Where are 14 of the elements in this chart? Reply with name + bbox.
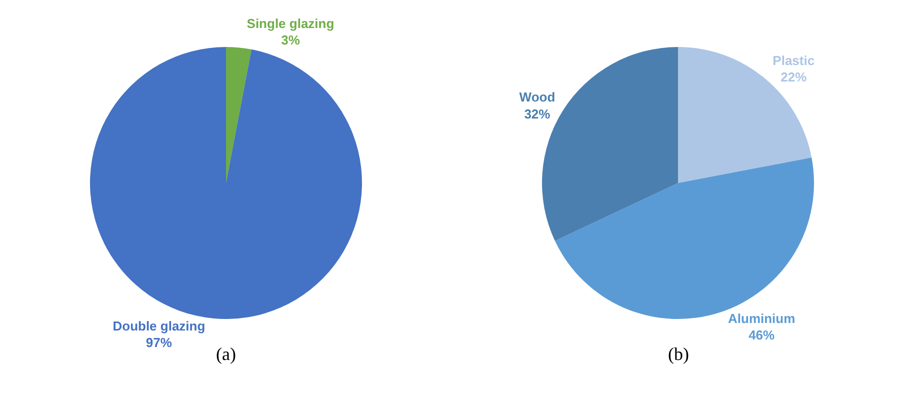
- slice-label: Double glazing: [112, 318, 206, 334]
- data-label: 22%: [780, 70, 808, 85]
- data-label: 97%: [146, 335, 172, 350]
- slice-label: Aluminium: [728, 310, 796, 326]
- slice-label: Single glazing: [246, 16, 334, 31]
- pie-slice: [90, 47, 362, 319]
- text: (b): [668, 344, 689, 364]
- slice-label: Wood: [519, 90, 556, 105]
- pie-slice: [226, 47, 252, 183]
- data-label: 3%: [281, 32, 300, 48]
- text: (a): [216, 344, 236, 364]
- slice-label: Plastic: [772, 52, 815, 68]
- data-label: 46%: [748, 328, 776, 343]
- data-label: 32%: [524, 106, 551, 122]
